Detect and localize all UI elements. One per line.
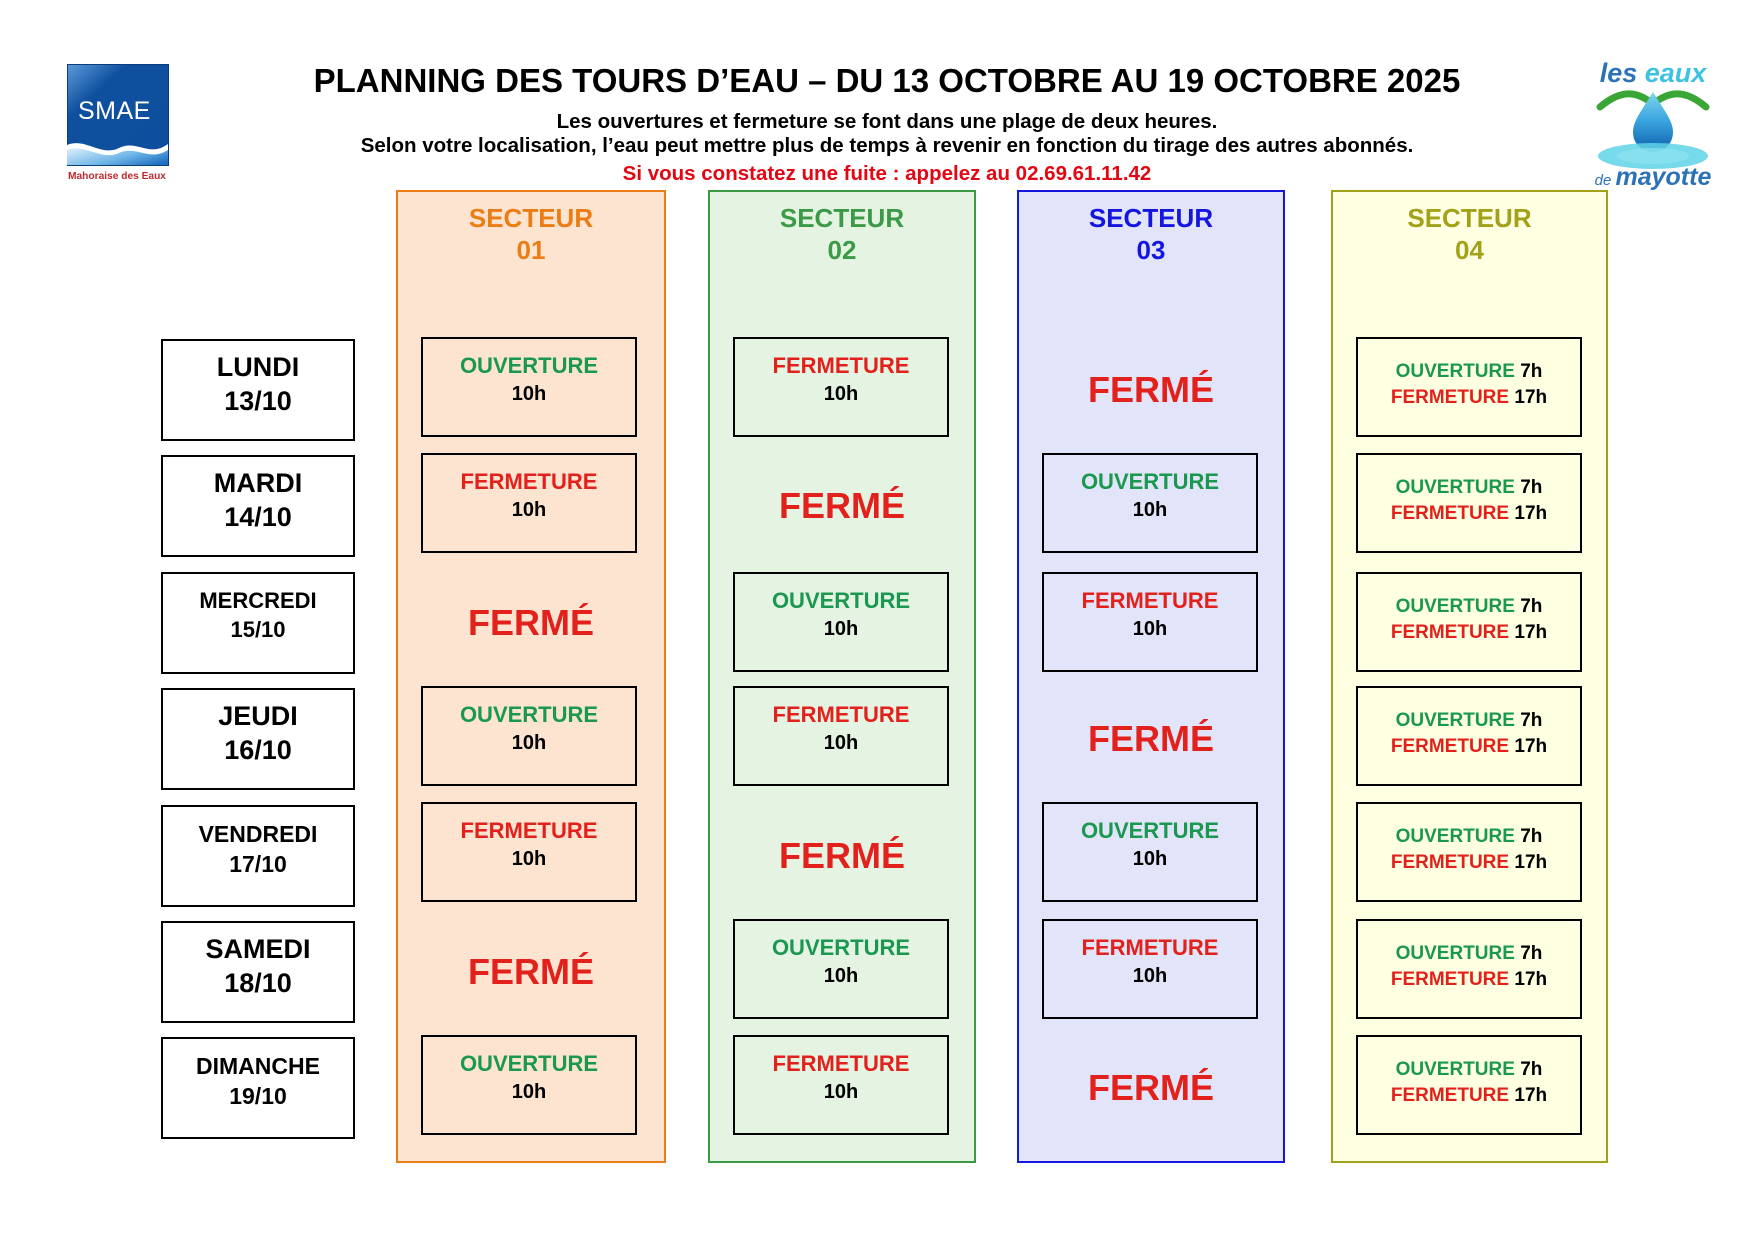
svg-text:SMAE: SMAE xyxy=(78,97,151,125)
svg-text:Mahoraise des Eaux: Mahoraise des Eaux xyxy=(68,171,166,182)
svg-text:les eaux: les eaux xyxy=(1600,58,1708,88)
svg-text:de mayotte: de mayotte xyxy=(1595,163,1712,190)
